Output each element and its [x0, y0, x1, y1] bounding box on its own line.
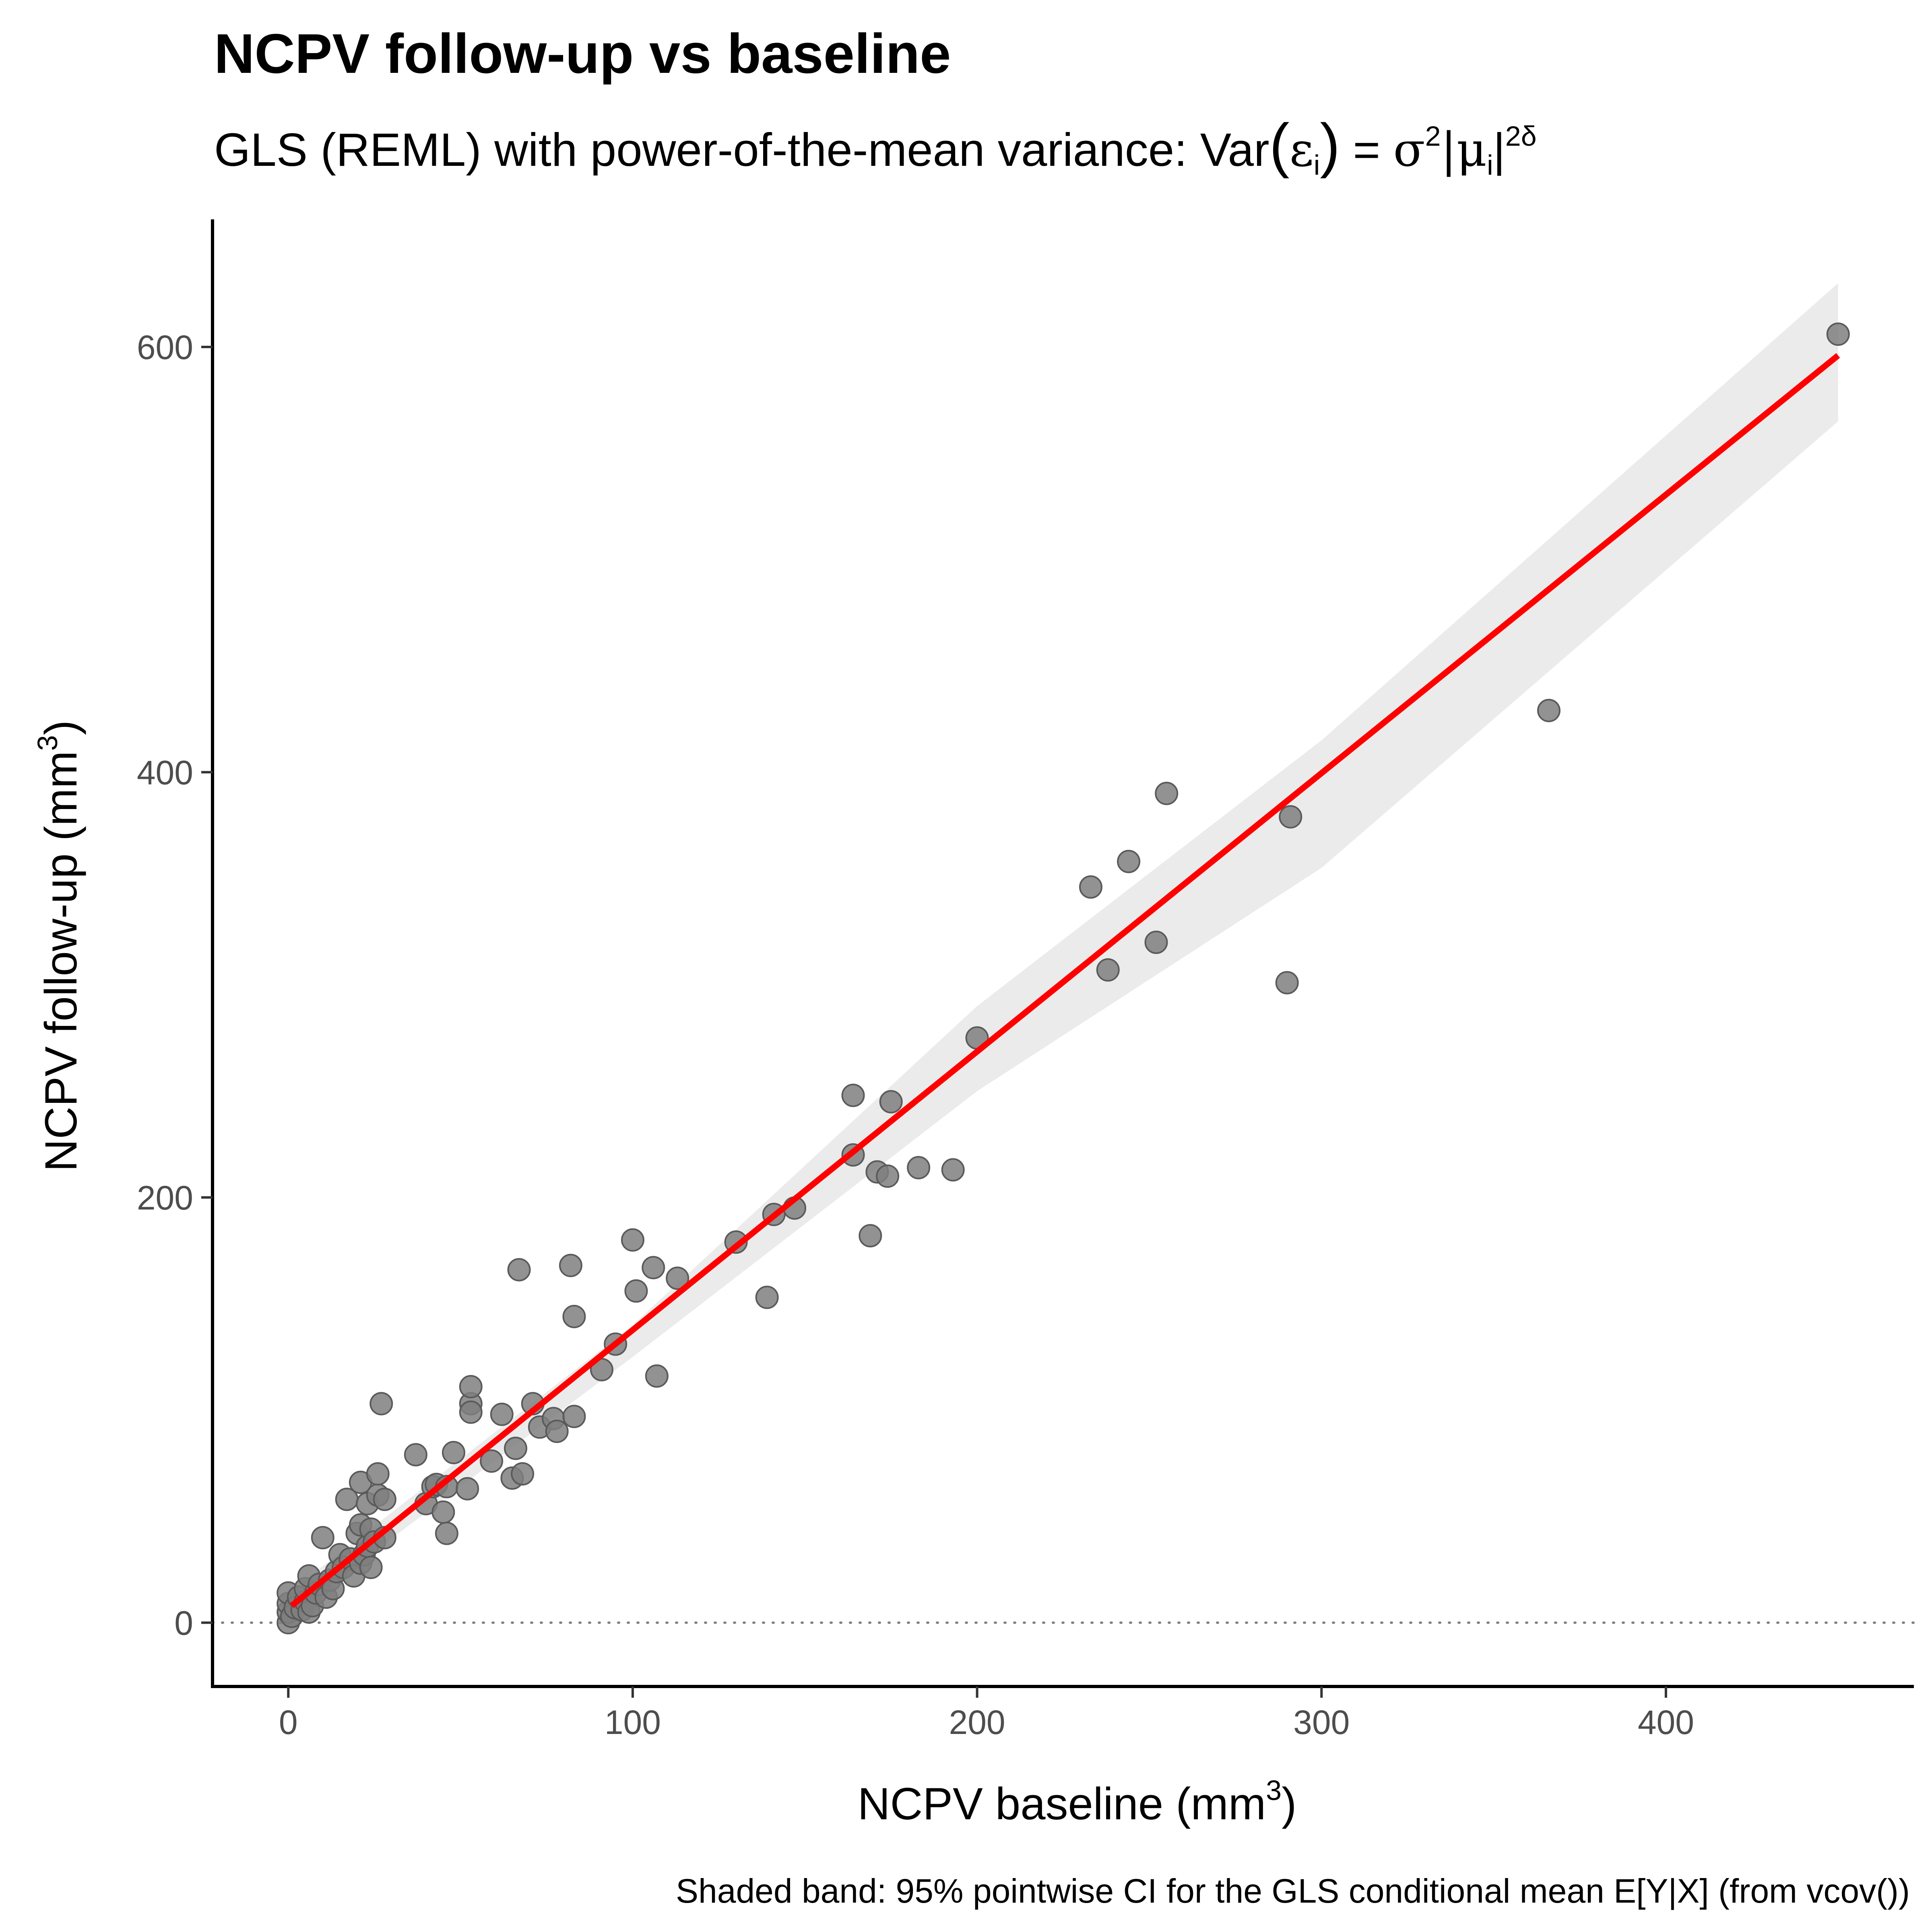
chart-subtitle: GLS (REML) with power-of-the-mean varian… [214, 111, 1537, 181]
data-point [941, 1158, 965, 1182]
x-axis-title-close: ) [1282, 1779, 1296, 1829]
data-point [545, 1420, 569, 1443]
x-axis-title-text: NCPV baseline (mm [858, 1779, 1266, 1829]
data-point [562, 1405, 586, 1428]
data-point [456, 1477, 479, 1501]
data-point [459, 1375, 483, 1399]
subtitle-prefix: GLS (REML) with power-of-the-mean varian… [214, 124, 1269, 176]
data-point [366, 1462, 390, 1486]
subtitle-equals: = [1340, 124, 1393, 176]
data-point [504, 1437, 527, 1460]
x-tick-label: 300 [1293, 1703, 1350, 1741]
y-tick-label: 0 [174, 1604, 193, 1642]
data-point [1096, 958, 1120, 982]
data-point [311, 1526, 334, 1550]
y-axis-title-close: ) [36, 720, 86, 735]
data-point [879, 1090, 903, 1114]
x-axis-title: NCPV baseline (mm3) [858, 1775, 1297, 1829]
subtitle-exponent: 2δ [1505, 120, 1537, 152]
subtitle-epsilon: ε [1290, 123, 1314, 177]
y-axis-title-text: NCPV follow-up (mm [36, 751, 86, 1172]
x-tick-label: 200 [949, 1703, 1005, 1741]
data-point [841, 1084, 865, 1107]
data-point [507, 1258, 531, 1282]
data-point [1117, 850, 1141, 873]
data-point [859, 1224, 882, 1248]
x-axis-title-sup: 3 [1266, 1775, 1282, 1806]
data-point [666, 1266, 689, 1290]
data-point [1537, 699, 1560, 722]
data-point [459, 1400, 483, 1424]
data-point [559, 1254, 582, 1278]
data-point [1155, 782, 1179, 805]
subtitle-mu-sub-i: i [1487, 149, 1493, 181]
data-point [1079, 875, 1102, 899]
data-point [369, 1392, 393, 1416]
data-point [1144, 931, 1168, 954]
data-point [442, 1441, 465, 1464]
data-point [642, 1256, 665, 1280]
gls-fit-line [290, 353, 1840, 1608]
data-point [562, 1305, 586, 1328]
data-point [404, 1443, 427, 1467]
data-point [480, 1449, 504, 1473]
data-point [511, 1462, 535, 1486]
data-point [645, 1364, 669, 1388]
x-tick-label: 0 [279, 1703, 298, 1741]
data-point [435, 1521, 458, 1545]
y-axis-title: NCPV follow-up (mm3) [32, 720, 86, 1172]
x-tick-label: 100 [605, 1703, 661, 1741]
data-point [624, 1279, 648, 1303]
subtitle-sigma-exp: 2 [1425, 120, 1441, 152]
subtitle-paren-close: ) [1320, 111, 1340, 179]
x-tick-label: 400 [1638, 1703, 1694, 1741]
data-point [1279, 805, 1302, 829]
data-point [907, 1156, 931, 1180]
data-point [876, 1164, 900, 1188]
subtitle-sub-i: i [1314, 149, 1320, 181]
data-point [490, 1402, 514, 1426]
confidence-band [288, 283, 1838, 1616]
y-axis-title-sup: 3 [32, 735, 63, 751]
data-point [1826, 322, 1850, 346]
chart-title: NCPV follow-up vs baseline [214, 23, 951, 85]
subtitle-mu-close: | [1493, 124, 1505, 176]
data-point [431, 1500, 455, 1524]
subtitle-paren-open: ( [1269, 111, 1290, 179]
y-tick-label: 400 [137, 753, 193, 791]
plot-area: 0 100 200 300 400 0 200 400 600 [137, 219, 1915, 1741]
data-point [373, 1488, 396, 1511]
data-point [1275, 971, 1299, 995]
data-point [621, 1228, 644, 1252]
data-point [359, 1556, 383, 1579]
subtitle-sigma: σ [1393, 123, 1425, 177]
subtitle-mu-open: |μ [1441, 123, 1487, 177]
data-point [755, 1286, 779, 1309]
chart-caption: Shaded band: 95% pointwise CI for the GL… [676, 1872, 1910, 1910]
y-tick-label: 200 [137, 1179, 193, 1217]
y-tick-label: 600 [137, 328, 193, 366]
